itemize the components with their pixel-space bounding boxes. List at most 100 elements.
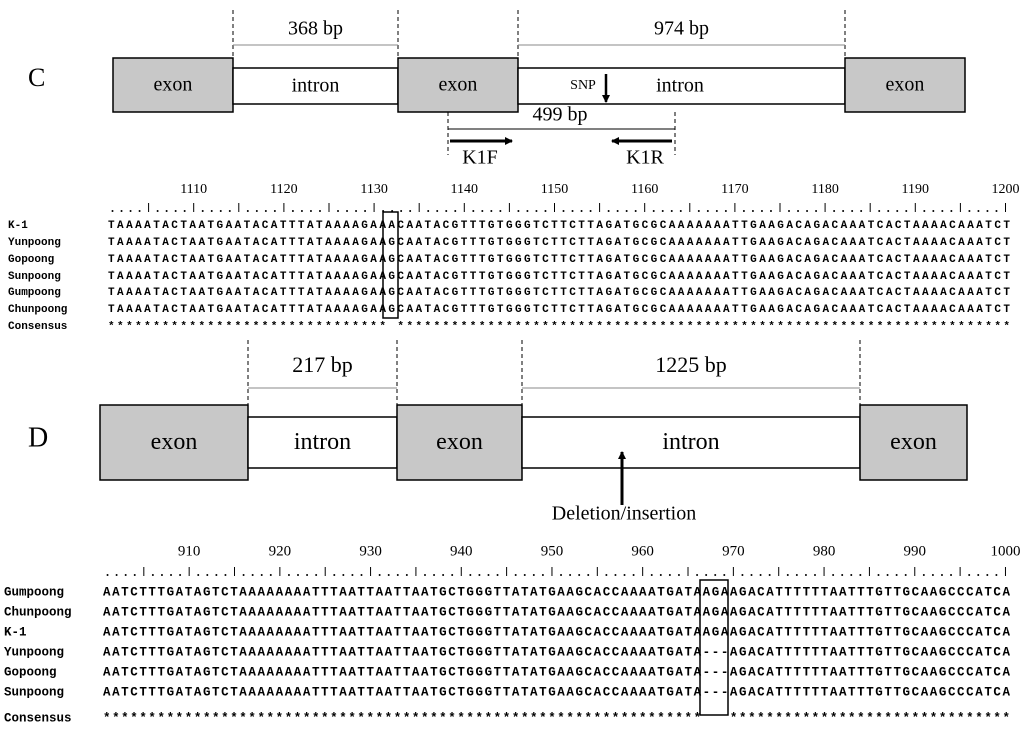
ruler-dot [396,574,399,576]
ruler-dot [841,574,844,576]
ruler-dot [968,574,971,576]
ruler-dot [904,574,907,576]
ruler-dot [842,210,845,212]
ruler-dot [201,210,204,212]
intron-box [521,416,861,469]
sequence: AATCTTTGATAGTCTAAAAAAAATTTAATTAATTAATGCT… [103,585,1010,599]
ruler-dot [786,574,789,576]
ruler-dot [977,574,980,576]
ruler-dot [206,574,209,576]
ruler-dot [922,574,925,576]
snp-label: SNP [570,78,596,93]
variant-box [699,579,729,716]
exon-label: exon [890,429,937,455]
ruler-dot [433,574,436,576]
ruler-dot [291,210,294,212]
sample-name: Gumpoong [4,585,64,599]
ruler-dot [677,574,680,576]
panel-label: C [28,63,45,92]
ruler-dot [714,574,717,576]
ruler-dot [423,574,426,576]
ruler-dot [878,210,881,212]
ruler-dot [670,210,673,212]
sequence: TAAAATACTAATGAATACATTTATAAAAGAAACAATACGT… [108,220,1010,232]
intron-box [517,67,846,105]
ruler-number: 1130 [360,182,387,197]
ruler-dot [179,574,182,576]
ruler-dot [436,210,439,212]
ruler-dot [242,574,245,576]
ruler-dot [165,210,168,212]
sequence: TAAAATACTAATGAATACATTTATAAAAGAAGCAATACGT… [108,254,1010,266]
sequence: TAAAATACTAATGAATACATTTATAAAAGAAGCAATACGT… [108,237,1010,249]
ruler-dot [788,210,791,212]
sample-name: Yunpoong [8,237,61,249]
ruler-dot [124,574,127,576]
ruler-dot [723,574,726,576]
ruler-dot [487,574,490,576]
intron-label: intron [292,75,340,97]
ruler-dot [156,210,159,212]
sample-name: Gumpoong [8,287,61,299]
ruler-dot [115,574,118,576]
ruler-dot [523,574,526,576]
sample-name: Chunpoong [4,605,72,619]
ruler-dot [451,574,454,576]
ruler-dot [490,210,493,212]
ruler-number: 1190 [902,182,929,197]
ruler-number: 950 [541,543,564,559]
sample-name: Sunpoong [4,685,64,699]
exon-box [99,404,249,481]
ruler-dot [562,210,565,212]
ruler-dot [696,574,699,576]
ruler-dot [120,210,123,212]
ruler-dot [697,210,700,212]
ruler-dot [541,574,544,576]
ruler-dot [705,574,708,576]
ruler-dot [514,574,517,576]
ruler-dot [950,210,953,212]
ruler-dot [634,210,637,212]
ruler-dot [496,574,499,576]
ruler-number: 1180 [811,182,838,197]
exon-box [844,57,966,113]
ruler-dot [224,574,227,576]
ruler-dot [333,574,336,576]
ruler-dot [931,574,934,576]
ruler-dot [877,574,880,576]
ruler-dot [625,210,628,212]
sample-name: Gopoong [8,254,54,266]
ruler-dot [273,210,276,212]
ruler-dot [742,210,745,212]
ruler-dot [715,210,718,212]
ruler-dot [623,574,626,576]
ruler-dot [968,210,971,212]
ruler-dot [986,574,989,576]
ruler-dot [833,210,836,212]
ruler-dot [526,210,529,212]
ruler-dot [264,210,267,212]
ruler-dot [251,574,254,576]
ruler-dot [378,574,381,576]
ruler-dot [364,210,367,212]
variant-box [382,211,399,319]
ruler-dot [360,574,363,576]
ruler-number: 960 [631,543,654,559]
ruler-dot [160,574,163,576]
sequence: ******************************* ********… [108,321,1010,333]
ruler-dot [532,574,535,576]
ruler-dot [309,210,312,212]
ruler-dot [804,574,807,576]
ruler-number: 970 [722,543,745,559]
ruler-dot [940,574,943,576]
ruler-dot [950,574,953,576]
ruler-number: 940 [450,543,473,559]
exon-box [859,404,968,481]
length-label: 974 bp [654,18,709,40]
sequence: AATCTTTGATAGTCTAAAAAAAATTTAATTAATTAATGCT… [103,685,1010,699]
ruler-dot [300,210,303,212]
ruler-dot [499,210,502,212]
ruler-dot [797,210,800,212]
ruler-dot [346,210,349,212]
ruler-dot [409,210,412,212]
